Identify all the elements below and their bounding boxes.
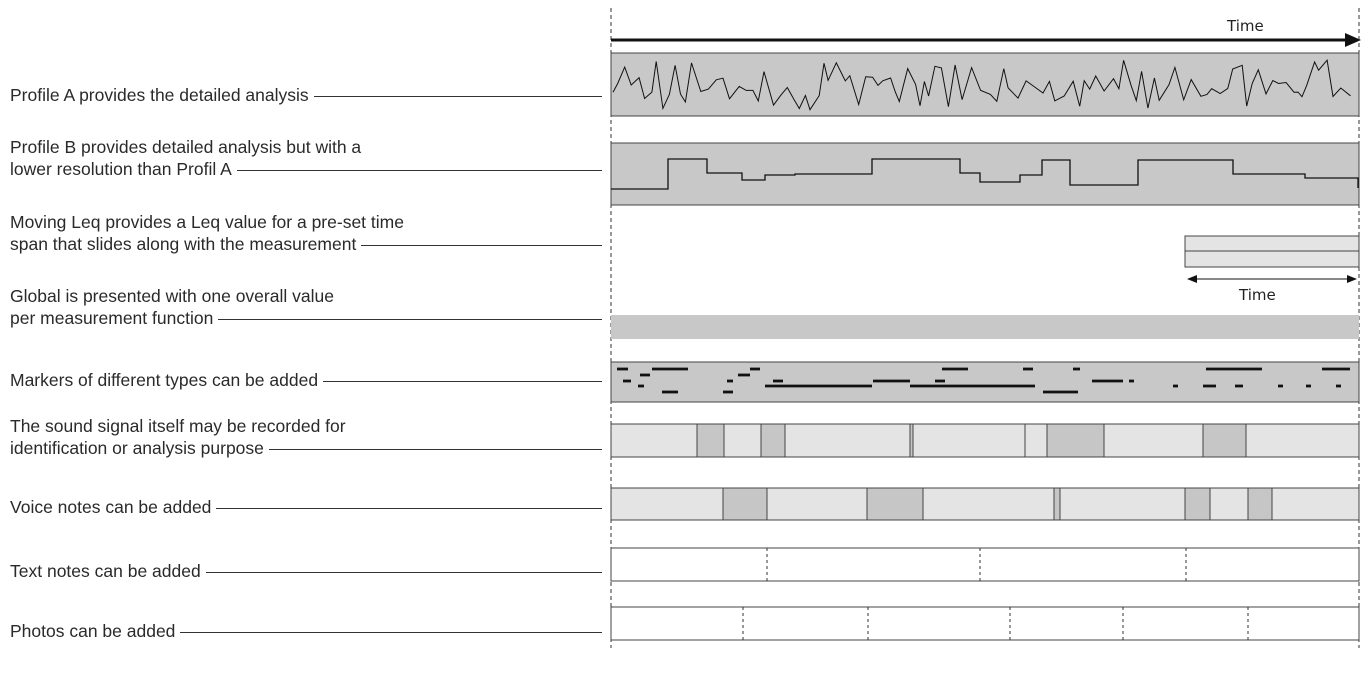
time-axis-arrowhead [1345,33,1361,47]
description-sound-recording: The sound signal itself may be recorded … [10,415,602,459]
leader-line [361,245,602,246]
recording-segment [1046,423,1105,458]
voice-note-segment [866,487,924,521]
global-band [611,315,1359,339]
profile-a-trace [612,59,1351,111]
description-line: lower resolution than Profil A [10,159,232,179]
description-line: Profile A provides the detailed analysis [10,85,309,105]
leader-line [236,170,602,171]
recording-segment [1202,423,1247,458]
description-line: Photos can be added [10,621,176,641]
leader-line [313,96,602,97]
photos-band [610,606,1360,641]
recording-segment [909,423,914,458]
voice-note-segment [1053,487,1061,521]
voice-note-segment [1247,487,1273,521]
description-line: Moving Leq provides a Leq value for a pr… [10,212,404,232]
text-notes-band [610,547,1360,582]
description-line: Text notes can be added [10,561,201,581]
leader-line [218,319,602,320]
description-line: Profile B provides detailed analysis but… [10,137,362,157]
description-global: Global is presented with one overall val… [10,285,602,329]
moving-leq-span-arrow-right [1347,275,1357,283]
leader-line [180,632,602,633]
description-line: Voice notes can be added [10,497,212,517]
recording-segment [760,423,786,458]
time-axis-label: Time [1227,17,1264,35]
moving-leq-span-arrow-left [1187,275,1197,283]
description-line: span that slides along with the measurem… [10,234,357,254]
leader-line [205,572,602,573]
voice-note-segment [1184,487,1211,521]
profile-a-band [610,52,1360,117]
description-photos: Photos can be added [10,620,602,642]
description-line: per measurement function [10,308,214,328]
description-profile-a: Profile A provides the detailed analysis [10,84,602,106]
voice-note-segment [722,487,768,521]
description-line: Global is presented with one overall val… [10,286,334,306]
description-line: identification or analysis purpose [10,438,264,458]
recording-segment [696,423,725,458]
leader-line [268,449,602,450]
description-moving-leq: Moving Leq provides a Leq value for a pr… [10,211,602,255]
description-line: The sound signal itself may be recorded … [10,416,346,436]
description-text-notes: Text notes can be added [10,560,602,582]
description-voice-notes: Voice notes can be added [10,496,602,518]
leader-line [323,381,602,382]
description-line: Markers of different types can be added [10,370,319,390]
profile-b-trace [611,158,1359,190]
description-markers: Markers of different types can be added [10,369,602,391]
moving-leq-span-label: Time [1239,286,1276,304]
description-profile-b: Profile B provides detailed analysis but… [10,136,602,180]
leader-line [216,508,602,509]
